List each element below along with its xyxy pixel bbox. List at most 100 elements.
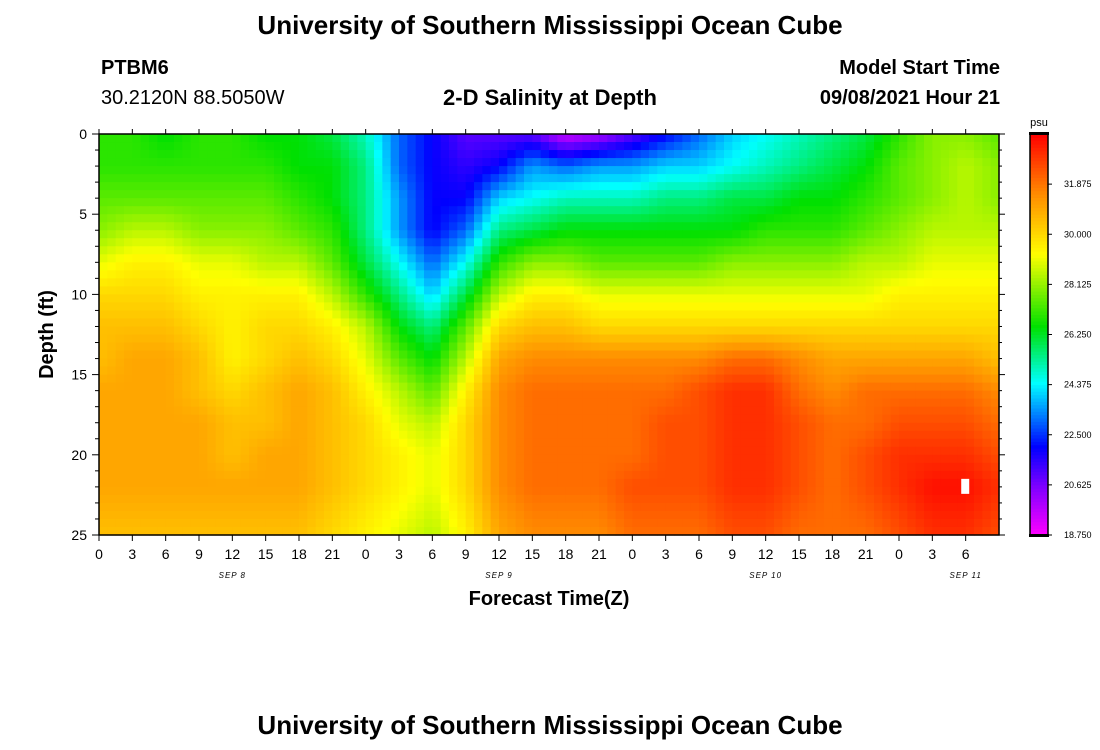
heatmap-cell (749, 438, 758, 448)
heatmap-cell (274, 350, 283, 360)
heatmap-cell (474, 438, 483, 448)
heatmap-cell (190, 206, 200, 215)
heatmap-cell (490, 142, 500, 151)
heatmap-cell (499, 294, 508, 304)
heatmap-cell (674, 454, 683, 464)
heatmap-cell (715, 422, 725, 432)
heatmap-cell (715, 462, 725, 472)
heatmap-cell (249, 230, 258, 239)
heatmap-cell (940, 446, 950, 456)
heatmap-cell (140, 214, 150, 223)
heatmap-cell (274, 222, 283, 231)
heatmap-cell (282, 134, 292, 143)
heatmap-cell (424, 206, 433, 215)
heatmap-cell (532, 486, 542, 496)
heatmap-cell (240, 158, 250, 167)
heatmap-cell (615, 486, 625, 496)
heatmap-cell (449, 398, 458, 408)
heatmap-cell (899, 222, 908, 231)
heatmap-cell (324, 166, 333, 175)
heatmap-cell (874, 238, 883, 247)
heatmap-cell (415, 406, 425, 416)
heatmap-cell (199, 142, 208, 151)
heatmap-cell (624, 230, 633, 239)
heatmap-cell (899, 230, 908, 239)
heatmap-cell (440, 358, 450, 368)
heatmap-cell (749, 198, 758, 207)
heatmap-cell (257, 374, 267, 384)
heatmap-cell (774, 238, 783, 247)
heatmap-cell (707, 478, 717, 488)
heatmap-cell (899, 382, 908, 392)
heatmap-cell (990, 414, 1000, 424)
heatmap-cell (332, 374, 342, 384)
heatmap-cell (399, 174, 408, 183)
heatmap-cell (749, 142, 758, 151)
heatmap-cell (457, 262, 467, 271)
heatmap-cell (940, 454, 950, 464)
heatmap-cell (765, 390, 775, 400)
heatmap-cell (140, 142, 150, 151)
heatmap-cell (799, 262, 808, 271)
heatmap-cell (682, 182, 692, 191)
heatmap-cell (465, 206, 475, 215)
heatmap-cell (307, 374, 317, 384)
heatmap-cell (274, 478, 283, 488)
heatmap-cell (615, 478, 625, 488)
heatmap-cell (674, 206, 683, 215)
heatmap-cell (232, 174, 242, 183)
heatmap-cell (940, 430, 950, 440)
heatmap-cell (490, 406, 500, 416)
heatmap-cell (540, 206, 550, 215)
heatmap-cell (340, 326, 350, 336)
heatmap-cell (582, 390, 592, 400)
heatmap-cell (340, 398, 350, 408)
heatmap-cell (257, 398, 267, 408)
heatmap-cell (607, 222, 617, 231)
heatmap-cell (465, 318, 475, 328)
heatmap-cell (474, 150, 483, 159)
heatmap-cell (865, 494, 875, 504)
heatmap-cell (332, 494, 342, 504)
heatmap-cell (340, 478, 350, 488)
heatmap-cell (149, 502, 158, 512)
heatmap-cell (274, 398, 283, 408)
heatmap-cell (715, 286, 725, 295)
heatmap-cell (324, 222, 333, 231)
heatmap-cell (449, 310, 458, 320)
heatmap-cell (390, 150, 400, 159)
heatmap-cell (957, 358, 967, 368)
heatmap-cell (582, 486, 592, 496)
heatmap-cell (340, 262, 350, 271)
heatmap-cell (982, 222, 992, 231)
heatmap-cell (140, 310, 150, 320)
heatmap-cell (382, 214, 392, 223)
heatmap-cell (515, 398, 525, 408)
heatmap-cell (282, 454, 292, 464)
heatmap-cell (190, 174, 200, 183)
heatmap-cell (824, 454, 833, 464)
heatmap-cell (724, 414, 733, 424)
heatmap-cell (324, 414, 333, 424)
heatmap-cell (357, 134, 367, 143)
heatmap-cell (665, 478, 675, 488)
heatmap-cell (440, 214, 450, 223)
heatmap-cell (457, 470, 467, 480)
heatmap-cell (307, 438, 317, 448)
heatmap-cell (407, 206, 417, 215)
heatmap-cell (857, 142, 867, 151)
heatmap-cell (274, 142, 283, 151)
heatmap-cell (965, 406, 975, 416)
heatmap-cell (899, 262, 908, 271)
heatmap-cell (332, 134, 342, 143)
heatmap-cell (940, 206, 950, 215)
heatmap-cell (324, 446, 333, 456)
heatmap-cell (515, 254, 525, 263)
heatmap-cell (215, 454, 225, 464)
heatmap-cell (257, 494, 267, 504)
heatmap-cell (699, 310, 708, 320)
heatmap-cell (374, 438, 383, 448)
heatmap-cell (157, 310, 167, 320)
heatmap-cell (790, 494, 800, 504)
heatmap-cell (807, 438, 817, 448)
